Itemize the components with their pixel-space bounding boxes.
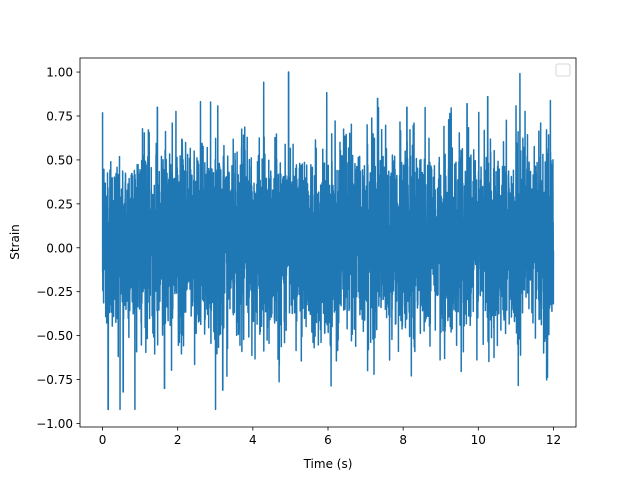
x-tick-label: 0 [99,433,107,447]
y-tick-label: 0.25 [46,197,73,211]
series-layer [101,71,555,411]
x-axis: 0 2 4 6 8 10 12 [99,427,561,447]
y-axis-label: Strain [8,224,22,260]
y-axis: −1.00 −0.75 −0.50 −0.25 0.00 0.25 0.50 0.75 1.00 [36,66,80,431]
x-axis-label: Time (s) [303,457,353,471]
x-tick-label: 12 [546,433,561,447]
y-tick-label: −0.50 [36,329,73,343]
y-tick-label: −0.75 [36,373,73,387]
y-tick-label: 1.00 [46,66,73,80]
legend-box [555,63,571,77]
y-tick-label: −1.00 [36,417,73,431]
y-tick-label: 0.50 [46,153,73,167]
y-tick-label: −0.25 [36,285,73,299]
x-tick-label: 4 [249,433,257,447]
y-tick-label: 0.00 [46,241,73,255]
x-tick-label: 2 [174,433,182,447]
strain-series-line [101,71,555,411]
y-tick-label: 0.75 [46,109,73,123]
x-tick-label: 6 [324,433,332,447]
x-tick-label: 8 [399,433,407,447]
x-tick-label: 10 [471,433,486,447]
